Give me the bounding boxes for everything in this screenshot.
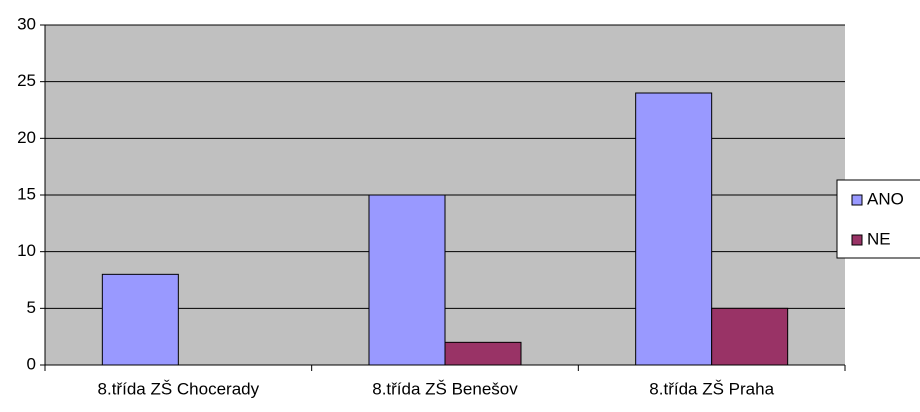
x-tick-label: 8.třída ZŠ Benešov — [372, 379, 518, 398]
y-tick-label: 0 — [27, 354, 36, 373]
x-tick-label: 8.třída ZŠ Praha — [649, 379, 774, 398]
legend-box — [836, 179, 920, 259]
y-tick-label: 30 — [17, 14, 36, 33]
y-tick-label: 10 — [17, 241, 36, 260]
bar — [368, 194, 446, 366]
x-tick-label: 8.třída ZŠ Chocerady — [98, 379, 260, 398]
y-tick-label: 5 — [27, 298, 36, 317]
y-tick-label: 25 — [17, 71, 36, 90]
bar — [635, 92, 713, 366]
y-tick-label: 15 — [17, 184, 36, 203]
bar — [444, 341, 522, 366]
bar — [711, 307, 789, 366]
bar — [101, 273, 179, 366]
legend-swatch — [851, 194, 863, 206]
legend-label: ANO — [867, 189, 904, 208]
y-tick-label: 20 — [17, 128, 36, 147]
legend-label: NE — [867, 229, 891, 248]
legend-swatch — [851, 234, 863, 246]
